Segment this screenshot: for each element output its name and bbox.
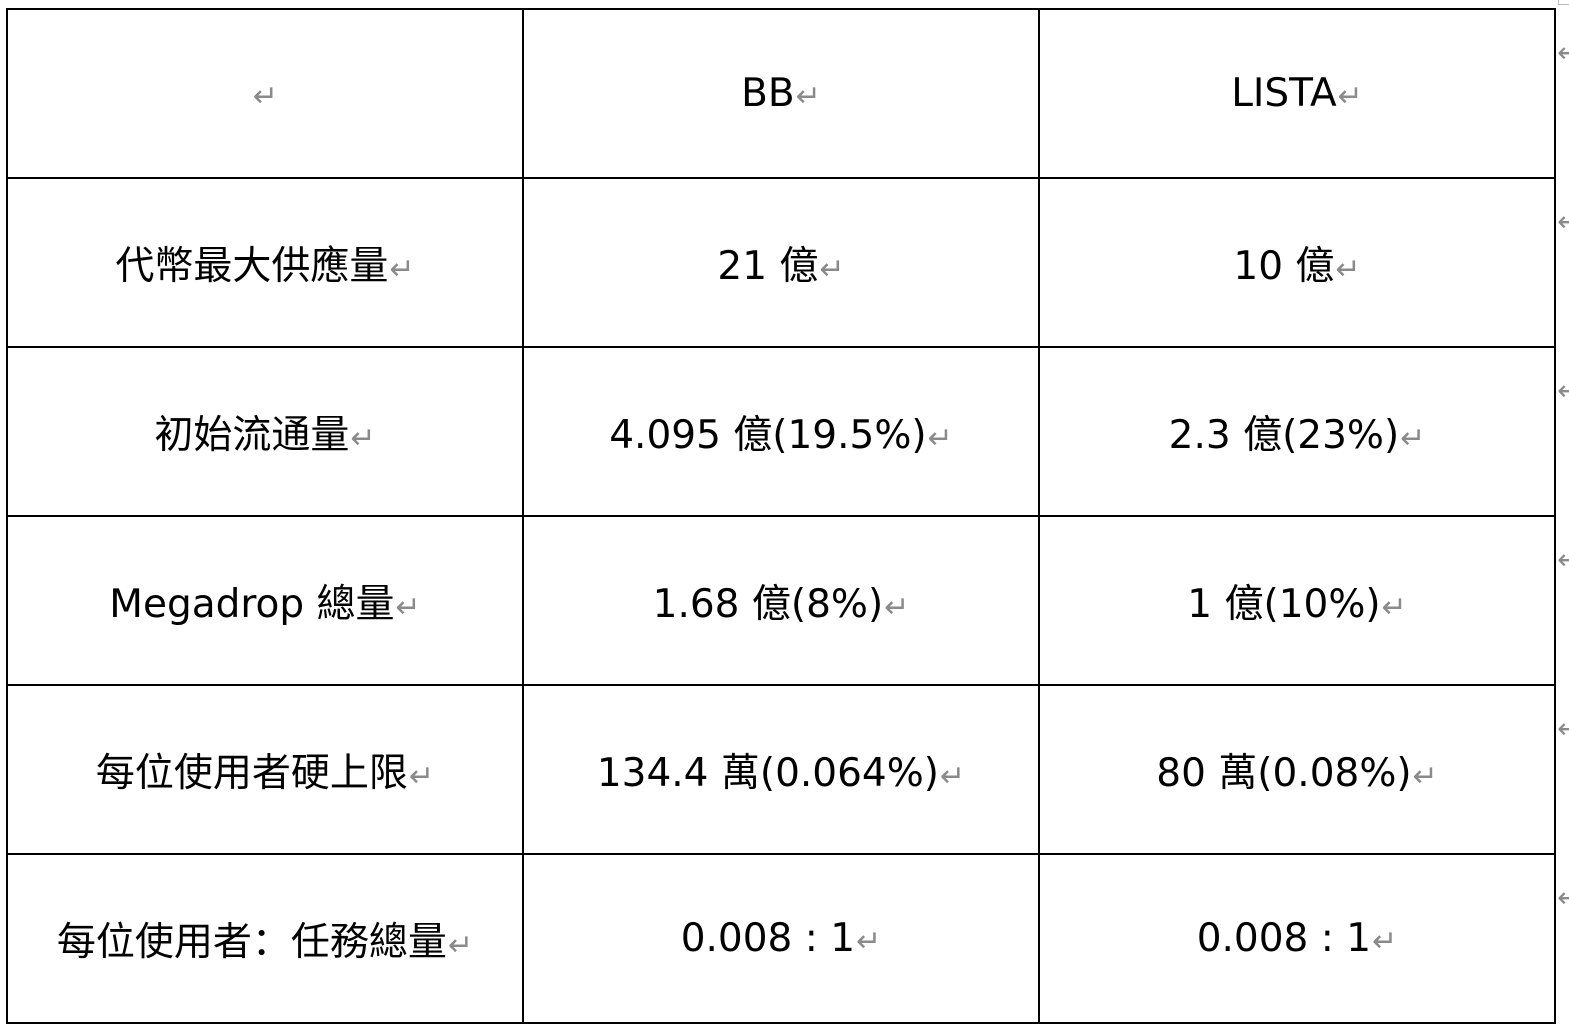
paragraph-mark-icon: ↵: [795, 79, 821, 114]
paragraph-mark-icon: ↵: [447, 927, 474, 963]
paragraph-mark-icon: ↵: [819, 251, 845, 287]
lista-value-cell[interactable]: 0.008 : 1↵: [1038, 853, 1556, 1024]
paragraph-mark-icon: ↵: [1337, 79, 1363, 114]
row-end-mark-icon: ←: [1557, 205, 1569, 238]
bb-value-cell[interactable]: 4.095 億(19.5%)↵: [522, 346, 1040, 517]
lista-value-cell[interactable]: 2.3 億(23%)↵: [1038, 346, 1556, 517]
paragraph-mark-icon: ↵: [350, 420, 376, 456]
lista-value-cell[interactable]: 80 萬(0.08%)↵: [1038, 684, 1556, 855]
row-label-cell[interactable]: 初始流通量↵: [6, 346, 524, 517]
page-margin-corner: [1558, 0, 1569, 5]
comparison-table: ↵ BB↵ LISTA↵ 代幣最大供應量↵ 21 億↵ 10 億↵ 初始流通量↵…: [6, 8, 1556, 1024]
header-cell-lista[interactable]: LISTA↵: [1038, 8, 1556, 179]
header-cell-empty[interactable]: ↵: [6, 8, 524, 179]
paragraph-mark-icon: ↵: [1335, 251, 1361, 287]
bb-value-cell[interactable]: 0.008 : 1↵: [522, 853, 1040, 1024]
paragraph-mark-icon: ↵: [940, 758, 966, 794]
paragraph-mark-icon: ↵: [856, 924, 882, 959]
lista-value-cell[interactable]: 1 億(10%)↵: [1038, 515, 1556, 686]
paragraph-mark-icon: ↵: [389, 251, 415, 287]
lista-value-cell[interactable]: 10 億↵: [1038, 177, 1556, 348]
table-row: Megadrop 總量↵ 1.68 億(8%)↵ 1 億(10%)↵: [6, 515, 1556, 686]
paragraph-mark-icon: ↵: [1372, 924, 1398, 959]
paragraph-mark-icon: ↵: [408, 758, 435, 794]
row-end-mark-icon: ←: [1557, 36, 1569, 69]
row-end-mark-icon: ←: [1557, 374, 1569, 407]
row-end-mark-icon: ←: [1557, 881, 1569, 914]
row-end-mark-icon: ←: [1557, 543, 1569, 576]
row-label-cell[interactable]: 每位使用者硬上限↵: [6, 684, 524, 855]
table-row: 每位使用者硬上限↵ 134.4 萬(0.064%)↵ 80 萬(0.08%)↵: [6, 684, 1556, 855]
row-label-cell[interactable]: 代幣最大供應量↵: [6, 177, 524, 348]
table-header-row: ↵ BB↵ LISTA↵: [6, 8, 1556, 179]
paragraph-mark-icon: ↵: [395, 589, 421, 625]
paragraph-mark-icon: ↵: [1381, 589, 1407, 625]
table-row: 初始流通量↵ 4.095 億(19.5%)↵ 2.3 億(23%)↵: [6, 346, 1556, 517]
table-row: 每位使用者：任務總量↵ 0.008 : 1↵ 0.008 : 1↵: [6, 853, 1556, 1024]
paragraph-mark-icon: ↵: [1400, 420, 1426, 456]
paragraph-mark-icon: ↵: [884, 589, 910, 625]
row-end-mark-icon: ←: [1557, 712, 1569, 745]
bb-value-cell[interactable]: 1.68 億(8%)↵: [522, 515, 1040, 686]
bb-value-cell[interactable]: 21 億↵: [522, 177, 1040, 348]
paragraph-mark-icon: ↵: [1412, 758, 1438, 794]
paragraph-mark-icon: ↵: [927, 420, 953, 456]
table-row: 代幣最大供應量↵ 21 億↵ 10 億↵: [6, 177, 1556, 348]
row-label-cell[interactable]: 每位使用者：任務總量↵: [6, 853, 524, 1024]
header-cell-bb[interactable]: BB↵: [522, 8, 1040, 179]
paragraph-mark-icon: ↵: [252, 79, 279, 114]
row-label-cell[interactable]: Megadrop 總量↵: [6, 515, 524, 686]
bb-value-cell[interactable]: 134.4 萬(0.064%)↵: [522, 684, 1040, 855]
